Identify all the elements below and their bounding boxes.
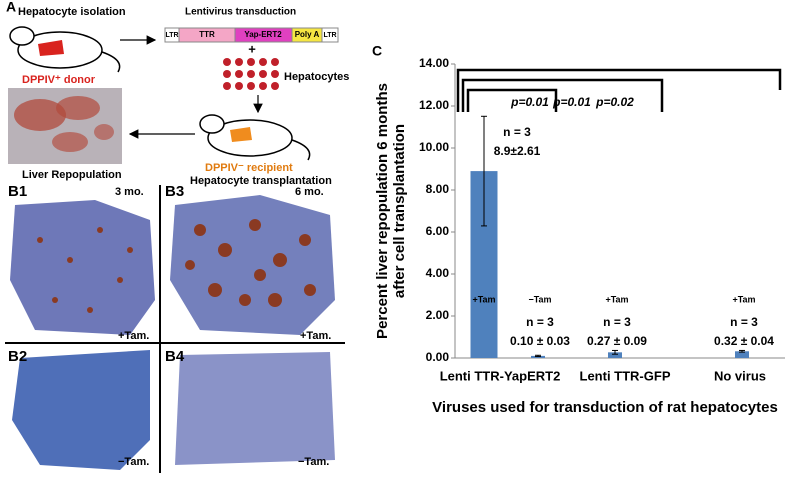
x-axis-title: Viruses used for transduction of rat hep… [432, 399, 778, 416]
treatment-label: +Tam. [118, 330, 149, 342]
x-tick-label: Lenti TTR-GFP [580, 368, 671, 383]
panel-label: A [6, 0, 16, 15]
panel-label: B2 [8, 348, 27, 365]
tissue [175, 352, 335, 465]
panel-c: C 0.00 2.00 4.00 6.00 8.00 10.00 12.00 14.00 Per… [372, 43, 785, 416]
treatment-label: −Tam. [118, 456, 149, 468]
tissue [12, 350, 150, 470]
treatment-label: −Tam. [298, 456, 329, 468]
treatment-label: +Tam. [300, 330, 331, 342]
treatment-label: −Tam [528, 294, 551, 304]
y-axis-title: Percent liver repopulation 6 months [374, 83, 391, 339]
panel-a: A Hepatocyte isolation DPPIV⁺ donor Lent… [6, 0, 349, 187]
y-tick-label: 12.00 [419, 98, 449, 112]
treatment-label: +Tam [472, 294, 495, 304]
y-tick-label: 2.00 [426, 308, 450, 322]
value-label: 0.27 ± 0.09 [587, 334, 647, 348]
stained-foci [37, 219, 316, 313]
panel-b: B1 3 mo. +Tam. B3 6 mo. +Tam. B2 −Tam. B… [5, 183, 345, 473]
x-tick-label: Lenti TTR-YapERT2 [440, 368, 561, 383]
bar [608, 352, 622, 358]
recipient-label: DPPIV⁻ recipient [205, 162, 293, 174]
hepatocytes-label: Hepatocytes [284, 71, 349, 83]
tissue [10, 200, 155, 335]
y-tick-label: 14.00 [419, 56, 449, 70]
liver-image [8, 88, 122, 164]
y-tick-label: 6.00 [426, 224, 450, 238]
hepatocyte-dots [223, 58, 279, 90]
n-label: n = 3 [603, 315, 631, 329]
y-tick-label: 10.00 [419, 140, 449, 154]
construct: LTR TTR Yap-ERT2 Poly A LTR [164, 27, 339, 43]
x-tick-label: No virus [714, 368, 766, 383]
repopulation-label: Liver Repopulation [22, 169, 122, 181]
p-value: p=0.02 [595, 95, 634, 109]
rat-donor [9, 26, 121, 73]
y-tick-label: 8.00 [426, 182, 450, 196]
time-label: 6 mo. [295, 186, 324, 198]
tissue [170, 195, 335, 335]
p-value: p=0.01 [552, 95, 591, 109]
value-label: 0.32 ± 0.04 [714, 334, 774, 348]
bar [735, 351, 749, 358]
n-label: n = 3 [526, 315, 554, 329]
panel-label: C [372, 43, 382, 59]
step-label: Hepatocyte transplantation [190, 175, 332, 187]
construct-part: LTR [165, 32, 178, 39]
construct-part: TTR [199, 30, 215, 39]
p-value: p=0.01 [510, 95, 549, 109]
panel-label: B1 [8, 183, 27, 200]
y-tick-label: 4.00 [426, 266, 450, 280]
construct-part: LTR [323, 32, 336, 39]
time-label: 3 mo. [115, 186, 144, 198]
donor-label: DPPIV⁺ donor [22, 74, 96, 86]
n-label: n = 3 [730, 315, 758, 329]
value-label: 0.10 ± 0.03 [510, 334, 570, 348]
plus: + [248, 41, 256, 56]
value-label: 8.9±2.61 [494, 144, 541, 158]
step-label: Lentivirus transduction [185, 7, 296, 18]
n-label: n = 3 [503, 125, 531, 139]
brackets [456, 68, 782, 112]
treatment-label: +Tam [732, 294, 755, 304]
treatment-label: +Tam [605, 294, 628, 304]
panel-label: B3 [165, 183, 184, 200]
y-axis-title: after cell transplantation [391, 124, 408, 298]
panel-label: B4 [165, 348, 185, 365]
y-tick-label: 0.00 [426, 350, 450, 364]
rat-recipient [199, 114, 311, 161]
construct-part: Yap-ERT2 [244, 30, 282, 39]
step-label: Hepatocyte isolation [18, 6, 126, 18]
construct-part: Poly A [295, 30, 320, 39]
